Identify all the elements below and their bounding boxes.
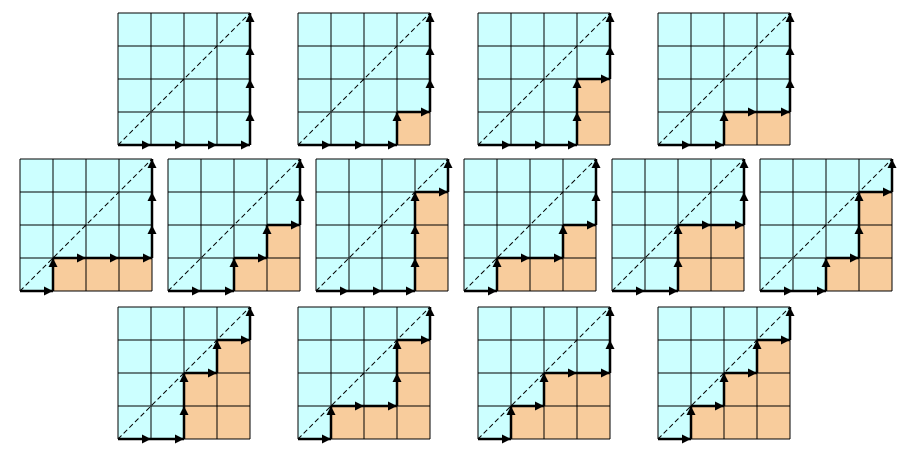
grid-panel-p7 <box>315 158 453 296</box>
diagonal-line <box>657 306 791 440</box>
shaded-cell <box>826 258 859 291</box>
shaded-cell <box>497 258 530 291</box>
diagonal-line <box>297 306 431 440</box>
grid-panel-p3 <box>477 12 615 150</box>
shaded-cell <box>364 406 397 439</box>
diagonal-line <box>657 12 791 146</box>
diagonal-line <box>297 12 431 146</box>
grid-panel-p4 <box>657 12 795 150</box>
diagonal-line <box>315 158 449 292</box>
shaded-cell <box>757 112 790 145</box>
shaded-cell <box>577 112 610 145</box>
shaded-cell <box>711 225 744 258</box>
diagonal-line <box>759 158 893 292</box>
shaded-cell <box>724 112 757 145</box>
shaded-cell <box>544 373 577 406</box>
shaded-cell <box>267 258 300 291</box>
shaded-cell <box>577 406 610 439</box>
grid-panel-p9 <box>611 158 749 296</box>
diagonal-line <box>611 158 745 292</box>
diagonal-line <box>19 158 153 292</box>
grid-panel-p10 <box>759 158 897 296</box>
shaded-cell <box>234 258 267 291</box>
shaded-cell <box>530 258 563 291</box>
shaded-cell <box>267 225 300 258</box>
shaded-cell <box>184 406 217 439</box>
shaded-cell <box>859 192 892 225</box>
shaded-cell <box>53 258 86 291</box>
shaded-cell <box>757 406 790 439</box>
diagonal-line <box>117 12 251 146</box>
shaded-cell <box>511 406 544 439</box>
shaded-cell <box>678 225 711 258</box>
grid-panel-p6 <box>167 158 305 296</box>
shaded-cell <box>859 258 892 291</box>
shaded-cell <box>859 225 892 258</box>
shaded-cell <box>724 373 757 406</box>
shaded-cell <box>757 340 790 373</box>
shaded-cell <box>691 406 724 439</box>
grid-panel-p11 <box>117 306 255 444</box>
shaded-cell <box>331 406 364 439</box>
shaded-cell <box>397 373 430 406</box>
shaded-cell <box>119 258 152 291</box>
grid-panel-p1 <box>117 12 255 150</box>
shaded-cell <box>217 340 250 373</box>
shaded-cell <box>415 258 448 291</box>
grid-panel-p12 <box>297 306 435 444</box>
shaded-cell <box>415 225 448 258</box>
shaded-cell <box>217 406 250 439</box>
shaded-cell <box>86 258 119 291</box>
grid-panel-p14 <box>657 306 795 444</box>
shaded-cell <box>757 373 790 406</box>
shaded-cell <box>397 406 430 439</box>
shaded-cell <box>544 406 577 439</box>
diagonal-line <box>117 306 251 440</box>
grid-panel-p8 <box>463 158 601 296</box>
shaded-cell <box>577 373 610 406</box>
grid-panel-p2 <box>297 12 435 150</box>
shaded-cell <box>678 258 711 291</box>
grid-panel-p5 <box>19 158 157 296</box>
shaded-cell <box>397 112 430 145</box>
shaded-cell <box>563 258 596 291</box>
shaded-cell <box>711 258 744 291</box>
shaded-cell <box>217 373 250 406</box>
diagonal-line <box>167 158 301 292</box>
diagonal-line <box>477 306 611 440</box>
shaded-cell <box>563 225 596 258</box>
shaded-cell <box>397 340 430 373</box>
shaded-cell <box>724 406 757 439</box>
diagonal-line <box>477 12 611 146</box>
shaded-cell <box>415 192 448 225</box>
shaded-cell <box>184 373 217 406</box>
diagonal-line <box>463 158 597 292</box>
shaded-cell <box>577 79 610 112</box>
grid-panel-p13 <box>477 306 615 444</box>
